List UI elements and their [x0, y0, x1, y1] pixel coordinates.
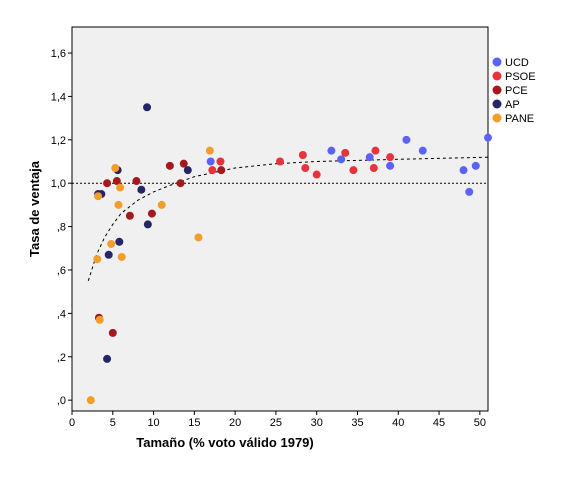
y-tick-label: ,0: [57, 395, 66, 407]
point-ucd: [386, 161, 395, 170]
y-tick-label: ,4: [57, 308, 66, 320]
x-tick-label: 0: [69, 417, 75, 429]
point-ucd: [471, 161, 480, 170]
x-tick-label: 35: [351, 417, 363, 429]
point-ap: [115, 237, 124, 246]
x-tick-label: 50: [474, 417, 486, 429]
point-ap: [143, 103, 152, 112]
point-pce: [147, 209, 156, 218]
y-axis-ticks: ,0 ,2 ,4 ,6 ,8 1,0 1,2 1,4 1,6: [51, 48, 72, 407]
y-tick-label: ,8: [57, 222, 66, 234]
point-pane: [157, 200, 166, 209]
y-tick-label: 1,4: [51, 91, 66, 103]
point-pane: [95, 315, 104, 324]
point-ap: [104, 250, 113, 259]
legend-label-pce: PCE: [505, 85, 528, 97]
point-pane: [117, 252, 126, 261]
point-psoe: [341, 148, 350, 157]
point-ap: [183, 166, 192, 175]
x-tick-label: 15: [188, 417, 200, 429]
point-pce: [112, 177, 121, 186]
y-tick-label: 1,0: [51, 178, 66, 190]
y-axis-title: Tasa de ventaja: [27, 160, 42, 257]
legend-marker-ucd: [492, 57, 502, 67]
point-pce: [125, 211, 134, 220]
point-pane: [114, 200, 123, 209]
point-pane: [107, 239, 116, 248]
y-tick-label: ,2: [57, 352, 66, 364]
point-ucd: [418, 146, 427, 155]
point-psoe: [369, 164, 378, 173]
point-psoe: [298, 151, 307, 159]
x-tick-label: 20: [229, 417, 241, 429]
data-points: [86, 103, 492, 405]
x-axis-title: Tamaño (% voto válido 1979): [136, 435, 313, 450]
legend-label-ucd: UCD: [505, 57, 529, 69]
legend-marker-psoe: [492, 71, 502, 81]
point-psoe: [312, 170, 321, 179]
y-tick-label: 1,6: [51, 48, 66, 60]
y-tick-label: 1,2: [51, 135, 66, 147]
point-pane: [94, 192, 103, 201]
x-tick-label: 5: [110, 417, 116, 429]
point-pce: [132, 177, 141, 186]
legend: UCD PSOE PCE AP PANE: [492, 57, 536, 125]
x-axis-ticks: 0 5 10 15 20 25 30 35 40 45 50: [69, 411, 486, 429]
point-ap: [137, 185, 146, 194]
legend-label-ap: AP: [505, 99, 520, 111]
x-tick-label: 45: [433, 417, 445, 429]
point-pce: [108, 328, 117, 337]
point-psoe: [371, 146, 380, 155]
point-pce: [179, 159, 188, 168]
point-psoe: [216, 157, 225, 166]
x-tick-label: 25: [270, 417, 282, 429]
point-psoe: [276, 157, 284, 166]
point-ucd: [327, 146, 336, 155]
point-ucd: [465, 187, 474, 196]
point-pce: [103, 179, 112, 188]
point-pce: [176, 179, 185, 188]
point-psoe: [386, 153, 395, 162]
legend-marker-pce: [492, 85, 502, 95]
fit-curve: [87, 156, 489, 281]
plot-area: [71, 26, 489, 412]
legend-label-psoe: PSOE: [505, 71, 536, 83]
x-tick-label: 40: [392, 417, 404, 429]
point-ucd: [206, 157, 215, 166]
legend-marker-pane: [492, 113, 502, 123]
point-pane: [111, 164, 120, 173]
x-tick-label: 10: [147, 417, 159, 429]
point-pane: [205, 146, 214, 155]
point-psoe: [349, 166, 358, 175]
legend-label-pane: PANE: [505, 113, 534, 125]
x-tick-label: 30: [311, 417, 323, 429]
point-ucd: [402, 135, 411, 144]
point-ucd: [365, 153, 374, 162]
point-pce: [165, 161, 174, 170]
point-ucd: [337, 155, 346, 164]
point-ap: [143, 220, 152, 229]
point-pane: [86, 396, 95, 405]
point-psoe: [301, 164, 310, 173]
legend-marker-ap: [492, 99, 502, 109]
point-pane: [93, 255, 102, 264]
point-ucd: [484, 133, 492, 142]
point-psoe: [208, 166, 217, 175]
point-pce: [217, 166, 226, 175]
point-pane: [116, 183, 125, 192]
point-pane: [194, 233, 203, 242]
y-tick-label: ,6: [57, 265, 66, 277]
point-ucd: [459, 166, 468, 175]
point-ap: [103, 354, 112, 363]
